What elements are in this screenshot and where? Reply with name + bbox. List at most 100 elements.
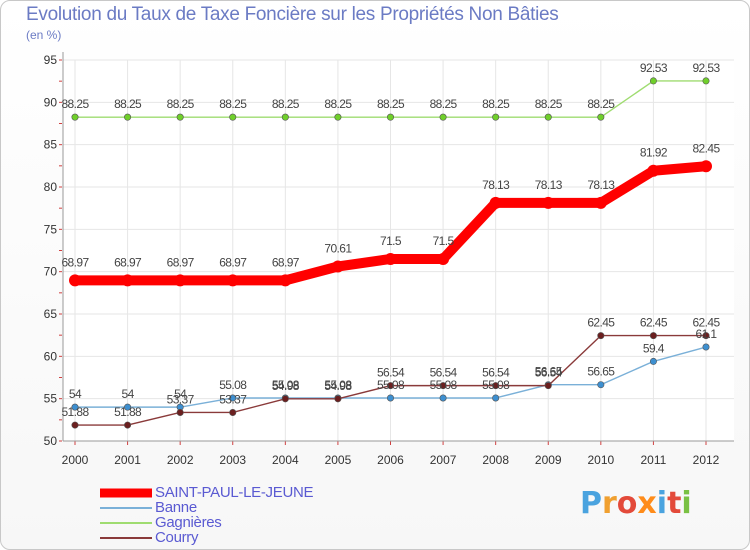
data-point-courry (281, 395, 289, 403)
data-point-gagni-res (544, 113, 552, 121)
data-point-courry (649, 332, 657, 340)
data-label-courry: 62.45 (640, 316, 668, 330)
data-label-saint-paul-le-jeune: 68.97 (114, 255, 142, 269)
data-point-banne (71, 403, 79, 411)
data-label-saint-paul-le-jeune: 78.13 (482, 178, 510, 192)
y-tick-label: 95 (44, 53, 58, 67)
data-point-gagni-res (281, 113, 289, 121)
data-label-courry: 62.45 (692, 316, 720, 330)
data-point-saint-paul-le-jeune (700, 160, 712, 173)
data-point-saint-paul-le-jeune (437, 252, 450, 265)
logo-letter: i (681, 486, 692, 521)
x-tick-label: 2001 (114, 453, 141, 467)
y-tick-label: 80 (44, 180, 58, 194)
data-point-saint-paul-le-jeune (647, 164, 660, 177)
legend-swatch (100, 506, 152, 509)
data-label-courry: 54.98 (272, 379, 300, 393)
legend-swatch (100, 521, 152, 524)
data-label-gagni-res: 88.25 (114, 97, 142, 111)
data-label-saint-paul-le-jeune: 71.5 (433, 234, 455, 248)
x-tick-label: 2003 (219, 453, 246, 467)
legend-label: Banne (155, 499, 197, 516)
data-point-courry (71, 421, 79, 429)
y-tick-label: 75 (44, 222, 58, 236)
logo-letter: i (656, 486, 668, 521)
x-tick-label: 2011 (641, 453, 667, 467)
data-point-gagni-res (492, 113, 500, 121)
data-point-saint-paul-le-jeune (331, 260, 344, 273)
data-point-banne (124, 403, 132, 411)
data-label-gagni-res: 88.25 (377, 97, 405, 111)
data-label-saint-paul-le-jeune: 71.5 (380, 234, 402, 248)
data-label-courry: 53.37 (219, 392, 247, 406)
data-label-gagni-res: 88.25 (272, 97, 300, 111)
data-label-gagni-res: 88.25 (482, 97, 510, 111)
data-point-gagni-res (649, 77, 657, 85)
data-label-courry: 56.54 (482, 366, 510, 380)
data-point-courry (176, 408, 184, 416)
data-label-gagni-res: 88.25 (535, 97, 563, 111)
data-label-banne: 54 (174, 387, 187, 401)
logo-letter: o (616, 486, 638, 521)
data-label-saint-paul-le-jeune: 68.97 (167, 255, 195, 269)
data-label-banne: 55.08 (324, 378, 352, 392)
logo-letter: x (637, 486, 657, 521)
data-label-courry: 51.88 (61, 405, 89, 419)
data-point-gagni-res (597, 113, 605, 121)
data-point-gagni-res (124, 113, 132, 121)
legend-label: Gagnières (155, 514, 222, 531)
data-point-saint-paul-le-jeune (279, 274, 292, 287)
legend-label: Courry (155, 529, 199, 546)
x-tick-label: 2004 (272, 453, 299, 467)
data-point-saint-paul-le-jeune (174, 274, 187, 287)
data-point-saint-paul-le-jeune (121, 274, 134, 287)
data-label-courry: 62.45 (587, 316, 615, 330)
x-tick-label: 2002 (167, 453, 194, 467)
legend-label: SAINT-PAUL-LE-JEUNE (155, 484, 314, 501)
data-label-saint-paul-le-jeune: 78.13 (587, 178, 615, 192)
y-tick-label: 55 (44, 392, 58, 406)
legend-swatch (100, 536, 152, 539)
plot-area (63, 60, 734, 441)
data-label-courry: 56.54 (535, 366, 563, 380)
data-point-saint-paul-le-jeune (489, 196, 502, 209)
data-point-saint-paul-le-jeune (384, 252, 397, 265)
data-point-courry (386, 382, 394, 390)
data-point-gagni-res (71, 113, 79, 121)
data-label-gagni-res: 88.25 (167, 97, 195, 111)
data-label-saint-paul-le-jeune: 81.92 (640, 146, 668, 160)
data-point-saint-paul-le-jeune (69, 274, 81, 287)
y-tick-label: 50 (44, 434, 58, 448)
data-label-banne: 59.4 (643, 341, 665, 355)
logo-letter: t (667, 486, 682, 521)
data-point-banne (702, 343, 710, 351)
data-label-gagni-res: 88.25 (61, 97, 89, 111)
data-label-banne: 55.08 (482, 378, 510, 392)
data-point-gagni-res (229, 113, 237, 121)
chart-title: Evolution du Taux de Taxe Foncière sur l… (26, 4, 559, 25)
data-label-banne: 54 (69, 387, 82, 401)
data-point-banne (386, 394, 394, 402)
x-tick-label: 2012 (693, 453, 720, 467)
data-label-banne: 56.65 (535, 365, 563, 379)
data-label-courry: 56.54 (430, 366, 458, 380)
x-tick-label: 2009 (535, 453, 562, 467)
data-point-courry (229, 408, 237, 416)
data-label-saint-paul-le-jeune: 68.97 (219, 255, 247, 269)
y-tick-label: 90 (44, 95, 58, 109)
data-label-saint-paul-le-jeune: 68.97 (272, 255, 300, 269)
data-point-gagni-res (386, 113, 394, 121)
x-tick-label: 2010 (587, 453, 614, 467)
logo-letter: r (602, 486, 617, 521)
data-label-banne: 55.08 (377, 378, 405, 392)
data-point-gagni-res (334, 113, 342, 121)
y-tick-label: 60 (44, 349, 58, 363)
y-tick-label: 85 (44, 138, 58, 152)
data-label-saint-paul-le-jeune: 82.45 (692, 141, 720, 155)
data-label-banne: 55.08 (272, 378, 300, 392)
data-label-banne: 55.08 (219, 378, 247, 392)
x-tick-label: 2007 (430, 453, 457, 467)
data-point-banne (492, 394, 500, 402)
proxiti-logo: Proxiti (580, 486, 692, 521)
